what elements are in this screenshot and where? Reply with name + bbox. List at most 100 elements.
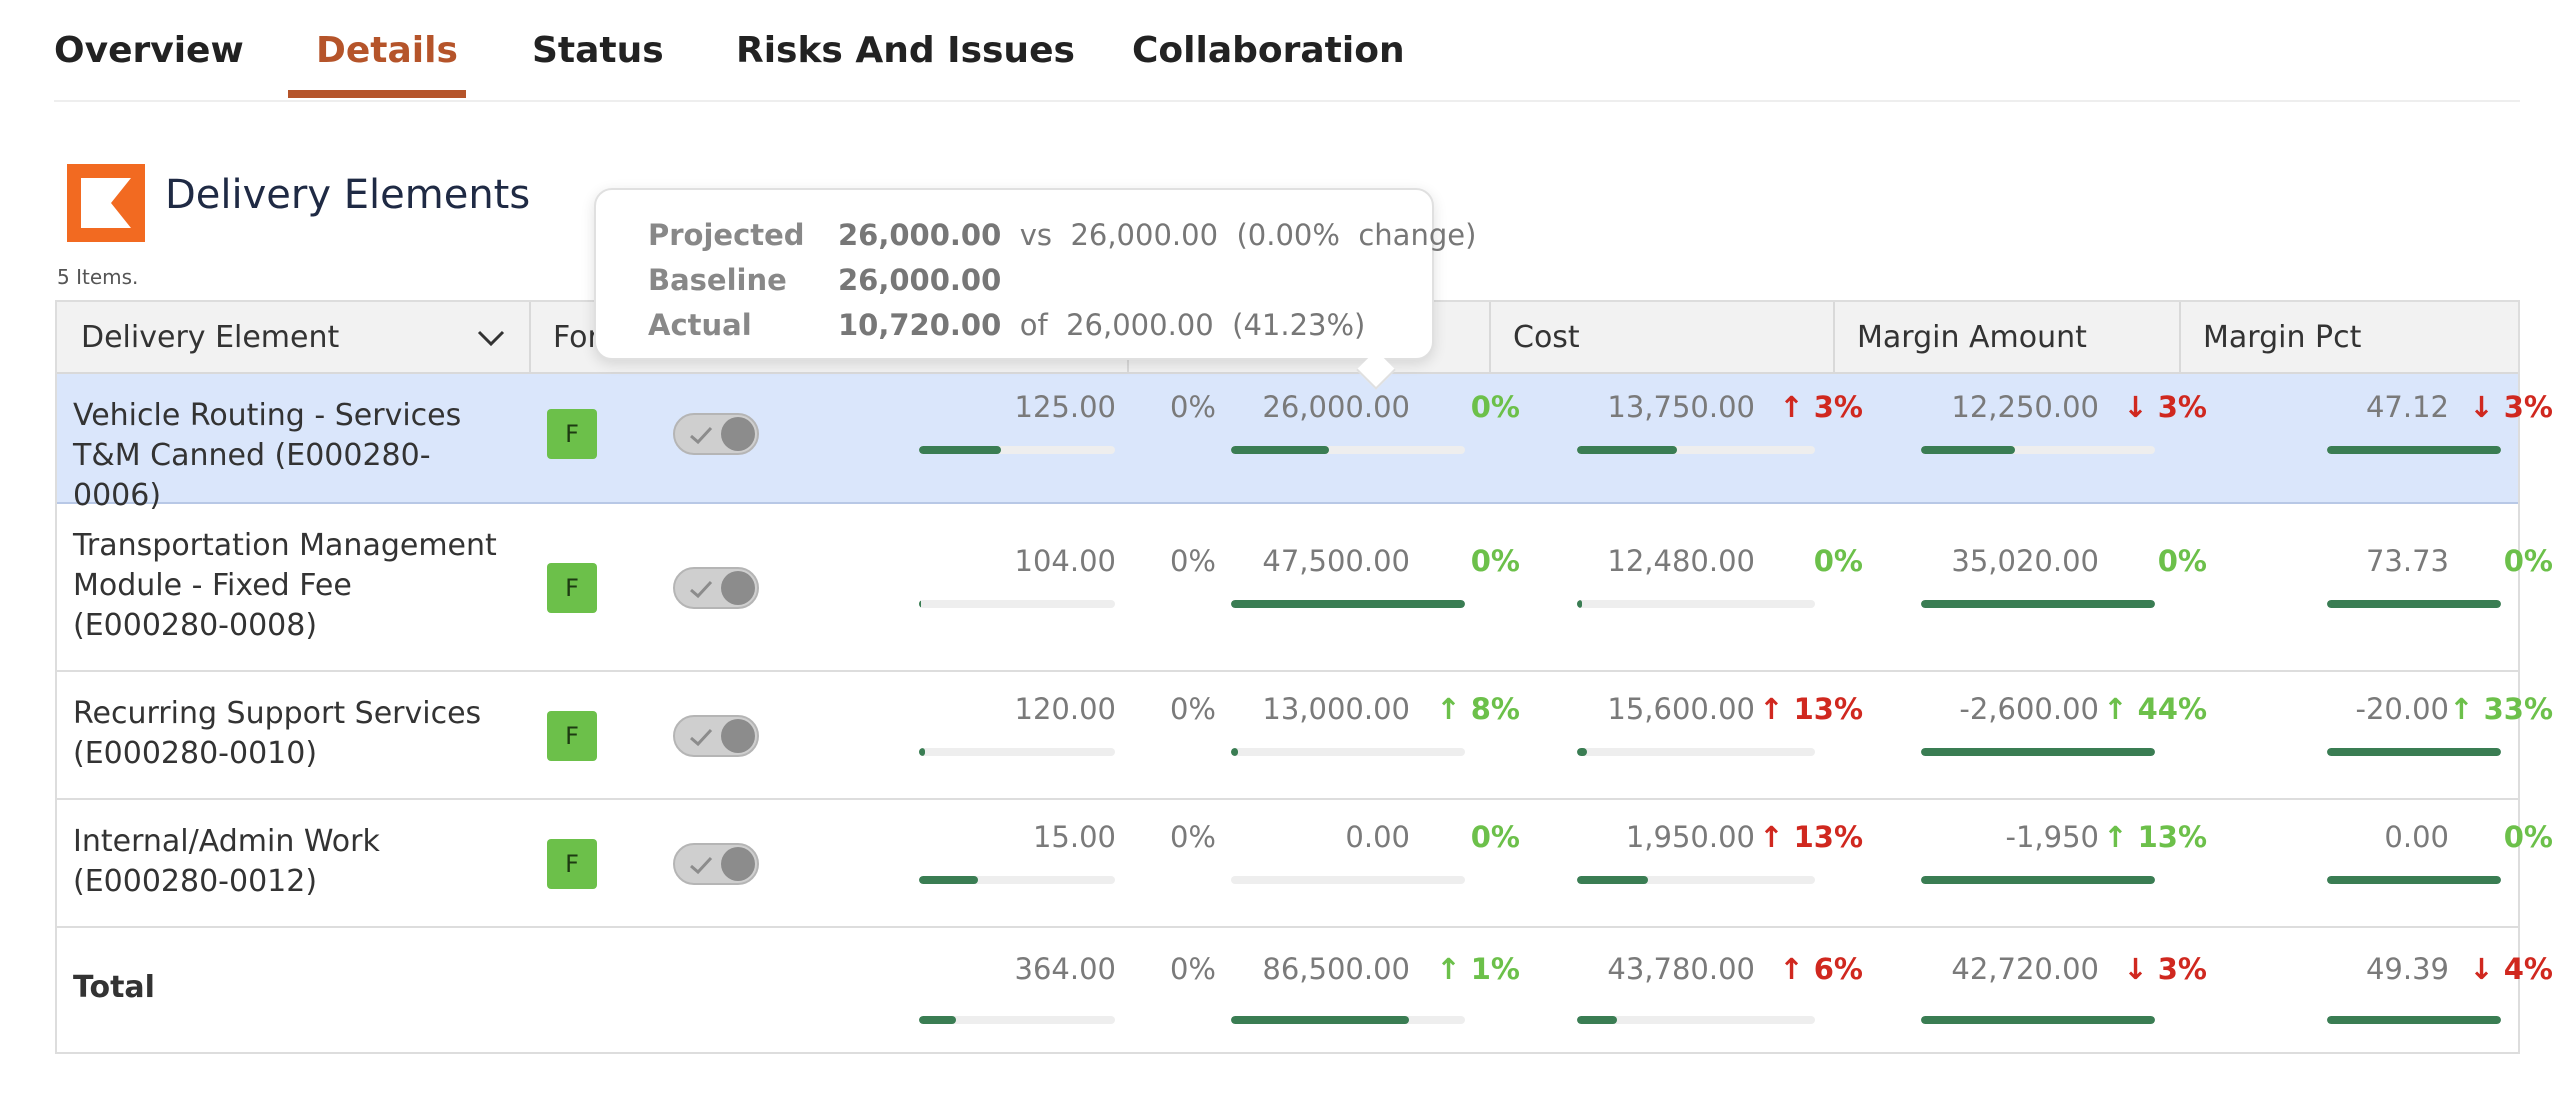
tab-collaboration[interactable]: Collaboration <box>1132 30 1405 71</box>
revenue-progress-bar <box>1231 446 1465 454</box>
delivery-element-name[interactable]: Recurring Support Services (E000280-0010… <box>73 696 482 771</box>
progress-fill <box>2327 600 2501 608</box>
tab-bar: Overview Details Status Risks And Issues… <box>54 0 2520 102</box>
tooltip-projected-line: Projected 26,000.00 vs 26,000.00 (0.00% c… <box>648 218 1476 252</box>
cost-delta: 0% <box>1813 544 1863 578</box>
margin-pct-delta: ↓ 4% <box>2469 952 2553 986</box>
progress-fill <box>1231 600 1465 608</box>
revenue-delta: ↑ 1% <box>1436 952 1520 986</box>
include-toggle[interactable] <box>673 843 759 885</box>
revenue-value: 13,000.00 <box>1262 692 1410 726</box>
hours-progress-bar <box>919 876 1115 884</box>
tooltip-change-word: change) <box>1358 218 1477 252</box>
margin-pct-progress-bar <box>2327 600 2501 608</box>
table-row[interactable]: Vehicle Routing - Services T&M Canned (E… <box>57 374 2553 513</box>
column-header-cost[interactable]: Cost <box>1513 320 1580 355</box>
cost-value: 43,780.00 <box>1607 952 1755 986</box>
hours-value: 364.00 <box>1014 952 1116 986</box>
revenue-delta: 0% <box>1470 820 1520 854</box>
progress-fill <box>1921 748 2155 756</box>
include-toggle[interactable] <box>673 567 759 609</box>
tooltip-of: of <box>1019 308 1048 342</box>
tooltip-actual-line: Actual 10,720.00 of 26,000.00 (41.23%) <box>648 308 1365 342</box>
margin-amount-delta: ↓ 3% <box>2123 390 2207 424</box>
hours-delta: 0% <box>1169 692 1216 726</box>
table-row[interactable]: Transportation Management Module - Fixed… <box>57 504 2553 672</box>
revenue-progress-bar <box>1231 748 1465 756</box>
hours-value: 15.00 <box>1032 820 1116 854</box>
margin-amount-progress-bar <box>1921 748 2155 756</box>
tooltip-actual-value: 10,720.00 <box>838 308 1002 342</box>
toggle-knob <box>721 417 755 451</box>
tab-status[interactable]: Status <box>532 30 664 71</box>
progress-fill <box>1921 876 2155 884</box>
toggle-knob <box>721 571 755 605</box>
cost-progress-bar <box>1577 876 1815 884</box>
margin-amount-value: -2,600.00 <box>1959 692 2099 726</box>
check-icon <box>690 580 713 599</box>
total-label: Total <box>73 970 155 1005</box>
column-separator <box>2179 302 2181 374</box>
cost-progress-bar <box>1577 748 1815 756</box>
hours-delta: 0% <box>1169 390 1216 424</box>
column-header-delivery-element[interactable]: Delivery Element <box>81 320 340 355</box>
hours-value: 125.00 <box>1014 390 1116 424</box>
hours-delta: 0% <box>1169 820 1216 854</box>
margin-amount-value: 12,250.00 <box>1951 390 2099 424</box>
tab-details[interactable]: Details <box>316 30 458 71</box>
progress-fill <box>1921 446 2015 454</box>
margin-pct-progress-bar <box>2327 446 2501 454</box>
column-header-margin-pct[interactable]: Margin Pct <box>2203 320 2362 355</box>
progress-fill <box>1231 748 1239 756</box>
cost-value: 13,750.00 <box>1607 390 1755 424</box>
progress-fill <box>1577 600 1582 608</box>
hours-value: 104.00 <box>1014 544 1116 578</box>
margin-pct-delta: 0% <box>2503 820 2553 854</box>
margin-pct-progress-bar <box>2327 748 2501 756</box>
margin-amount-progress-bar <box>1921 876 2155 884</box>
include-toggle[interactable] <box>673 715 759 757</box>
margin-pct-value: 73.73 <box>2365 544 2449 578</box>
tab-risks-and-issues[interactable]: Risks And Issues <box>736 30 1075 71</box>
margin-pct-delta: ↓ 3% <box>2469 390 2553 424</box>
include-toggle[interactable] <box>673 413 759 455</box>
revenue-value: 26,000.00 <box>1262 390 1410 424</box>
cost-progress-bar <box>1577 1016 1815 1024</box>
margin-amount-value: -1,950 <box>2005 820 2100 854</box>
progress-fill <box>2327 1016 2501 1024</box>
margin-pct-value: 49.39 <box>2365 952 2449 986</box>
cost-progress-bar <box>1577 600 1815 608</box>
margin-amount-value: 35,020.00 <box>1951 544 2099 578</box>
delivery-element-name[interactable]: Vehicle Routing - Services T&M Canned (E… <box>73 398 462 513</box>
progress-fill <box>919 1016 957 1024</box>
delivery-element-name[interactable]: Transportation Management Module - Fixed… <box>73 528 497 643</box>
cost-delta: ↑ 13% <box>1759 692 1863 726</box>
cost-value: 15,600.00 <box>1607 692 1755 726</box>
tooltip-actual-pct: (41.23%) <box>1232 308 1366 342</box>
check-icon <box>690 856 713 875</box>
column-separator <box>1489 302 1491 374</box>
hours-value: 120.00 <box>1014 692 1116 726</box>
progress-fill <box>2327 748 2501 756</box>
cost-delta: ↑ 6% <box>1779 952 1863 986</box>
table-row[interactable]: Recurring Support Services (E000280-0010… <box>57 672 2553 800</box>
margin-pct-value: 0.00 <box>2384 820 2449 854</box>
tooltip-baseline-label: Baseline <box>648 263 787 297</box>
progress-fill <box>919 876 978 884</box>
tooltip-baseline-value: 26,000.00 <box>838 263 1002 297</box>
tab-overview[interactable]: Overview <box>54 30 244 71</box>
margin-amount-delta: 0% <box>2157 544 2207 578</box>
delivery-element-name[interactable]: Internal/Admin Work (E000280-0012) <box>73 824 380 899</box>
column-separator <box>529 302 531 374</box>
progress-fill <box>919 600 921 608</box>
delivery-elements-table: Delivery Element For Cost Margin Amount … <box>55 300 2553 1056</box>
table-row[interactable]: Internal/Admin Work (E000280-0012) F 15.00… <box>57 800 2553 928</box>
chevron-down-icon[interactable] <box>475 324 507 352</box>
total-row[interactable]: Total 364.00 0% 86,500.00 ↑ 1% 43,780.00 ↑ 6% 4… <box>57 928 2553 1056</box>
margin-amount-delta: ↓ 3% <box>2123 952 2207 986</box>
column-header-format[interactable]: For <box>553 320 600 355</box>
column-header-margin-amount[interactable]: Margin Amount <box>1857 320 2087 355</box>
tooltip-vs: vs <box>1019 218 1052 252</box>
progress-fill <box>919 446 1002 454</box>
margin-pct-progress-bar <box>2327 876 2501 884</box>
